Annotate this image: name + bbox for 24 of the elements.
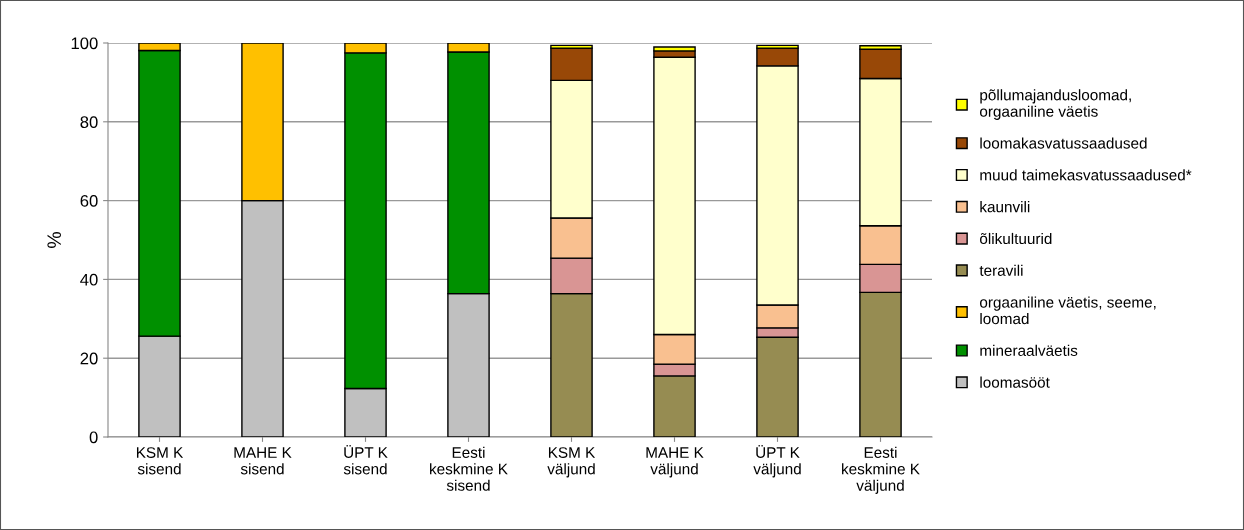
x-tick-label: KSM K sisend: [136, 447, 184, 475]
x-tick-label: MAHE K sisend: [234, 447, 292, 475]
y-axis-title: %: [47, 232, 61, 248]
x-tick-label: ÜPT K väljund: [753, 445, 801, 478]
legend-label: loomasööt: [980, 376, 1050, 388]
x-tick-label: Eesti keskmine K sisend: [430, 446, 508, 491]
x-tick-label: MAHE K väljund: [646, 447, 704, 478]
x-tick-label: ÜPT K sisend: [343, 445, 388, 475]
y-tick-label: 0: [89, 431, 98, 444]
x-tick-label: KSM K väljund: [547, 447, 596, 478]
legend-label: õlikultuurid: [980, 232, 1052, 245]
legend-label: teravili: [979, 264, 1023, 276]
y-tick-label: 20: [80, 352, 98, 365]
y-tick-label: 100: [71, 37, 98, 50]
legend-label: kaunvili: [980, 201, 1030, 213]
x-tick-label: Eesti keskmine K väljund: [842, 446, 920, 494]
legend-label: loomakasvatussaadused: [980, 137, 1147, 149]
y-tick-label: 80: [80, 116, 98, 128]
legend-label: põllumajandusloomad, orgaaniline väetis: [980, 89, 1131, 120]
legend-label: orgaaniline väetis, seeme, loomad: [980, 296, 1156, 325]
legend-label: muud taimekasvatussaadused*: [980, 169, 1192, 181]
y-tick-label: 40: [80, 273, 98, 286]
y-tick-label: 60: [80, 195, 98, 207]
legend-label: mineraalväetis: [980, 344, 1078, 356]
